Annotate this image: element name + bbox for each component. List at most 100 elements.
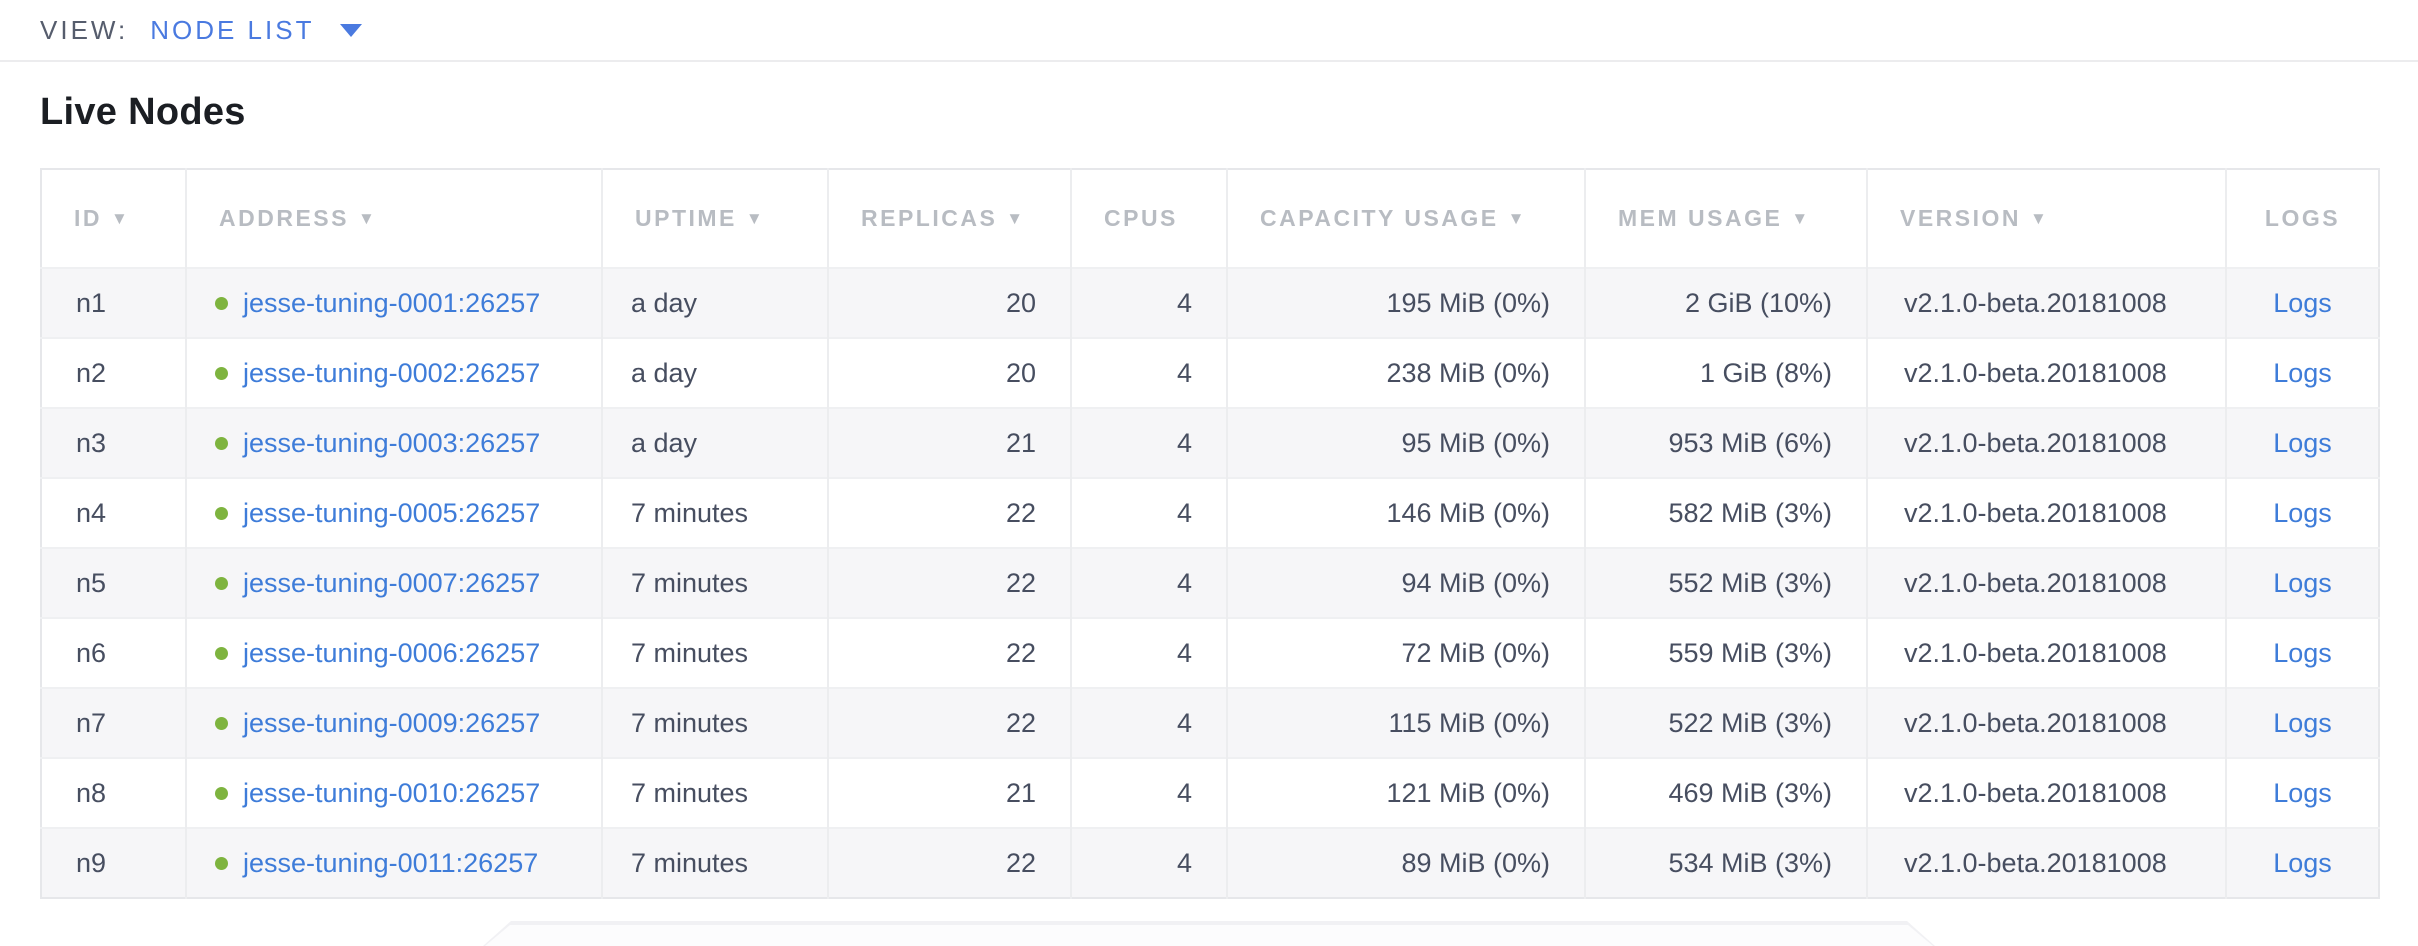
main-content: Live Nodes ID ▼ ADDRESS ▼ UPTIME ▼ REPLICAS ▼ CP… — [0, 90, 2418, 899]
cell-cpus: 4 — [1071, 827, 1228, 898]
cell-replicas: 22 — [828, 827, 1072, 898]
address-link[interactable]: jesse-tuning-0010:26257 — [243, 777, 541, 808]
cell-uptime: 7 minutes — [602, 547, 829, 618]
cell-logs: Logs — [2226, 267, 2379, 338]
column-header-address[interactable]: ADDRESS ▼ — [186, 169, 603, 268]
cell-id: n2 — [41, 337, 187, 408]
column-header-id[interactable]: ID ▼ — [41, 169, 187, 268]
chevron-down-icon — [340, 23, 363, 37]
sort-desc-icon: ▼ — [1507, 209, 1527, 228]
cell-uptime: a day — [602, 407, 829, 478]
column-header-replicas[interactable]: REPLICAS ▼ — [828, 169, 1072, 268]
cell-id: n1 — [41, 267, 187, 338]
column-header-label: VERSION — [1900, 205, 2022, 231]
table-body: n1 jesse-tuning-0001:26257 a day 20 4 195 MiB… — [41, 267, 2379, 898]
live-nodes-table-wrap: ID ▼ ADDRESS ▼ UPTIME ▼ REPLICAS ▼ CPUS CAPACITY … — [40, 168, 2380, 899]
healthy-status-icon — [215, 786, 228, 800]
column-header-uptime[interactable]: UPTIME ▼ — [602, 169, 829, 268]
table-row: n3 jesse-tuning-0003:26257 a day 21 4 95 MiB … — [41, 407, 2379, 478]
cell-uptime: 7 minutes — [602, 757, 829, 828]
cell-mem: 2 GiB (10%) — [1585, 267, 1868, 338]
cell-uptime: 7 minutes — [602, 687, 829, 758]
cell-logs: Logs — [2226, 547, 2379, 618]
logs-link[interactable]: Logs — [2273, 287, 2332, 318]
healthy-status-icon — [215, 716, 228, 730]
cell-capacity: 195 MiB (0%) — [1227, 267, 1586, 338]
healthy-status-icon — [215, 296, 228, 310]
cell-logs: Logs — [2226, 757, 2379, 828]
cell-address: jesse-tuning-0002:26257 — [186, 337, 603, 408]
cell-address: jesse-tuning-0011:26257 — [186, 827, 603, 898]
logs-link[interactable]: Logs — [2273, 847, 2332, 878]
address-link[interactable]: jesse-tuning-0006:26257 — [243, 637, 541, 668]
logs-link[interactable]: Logs — [2273, 497, 2332, 528]
cell-replicas: 22 — [828, 547, 1072, 618]
cell-logs: Logs — [2226, 617, 2379, 688]
healthy-status-icon — [215, 646, 228, 660]
table-row: n4 jesse-tuning-0005:26257 7 minutes 22 4 146… — [41, 477, 2379, 548]
address-link[interactable]: jesse-tuning-0007:26257 — [243, 567, 541, 598]
view-selector-dropdown[interactable]: NODE LIST — [150, 14, 363, 46]
cell-mem: 469 MiB (3%) — [1585, 757, 1868, 828]
sort-desc-icon: ▼ — [357, 209, 378, 228]
cell-capacity: 146 MiB (0%) — [1227, 477, 1586, 548]
table-row: n6 jesse-tuning-0006:26257 7 minutes 22 4 72 … — [41, 617, 2379, 688]
cell-logs: Logs — [2226, 827, 2379, 898]
view-bar: VIEW: NODE LIST — [0, 0, 2418, 62]
address-link[interactable]: jesse-tuning-0001:26257 — [243, 287, 541, 318]
cell-cpus: 4 — [1071, 687, 1228, 758]
cell-mem: 522 MiB (3%) — [1585, 687, 1868, 758]
cell-capacity: 238 MiB (0%) — [1227, 337, 1586, 408]
column-header-version[interactable]: VERSION ▼ — [1867, 169, 2227, 268]
column-header-label: UPTIME — [635, 205, 737, 231]
cell-id: n4 — [41, 477, 187, 548]
logs-link[interactable]: Logs — [2273, 567, 2332, 598]
cell-cpus: 4 — [1071, 547, 1228, 618]
cell-mem: 582 MiB (3%) — [1585, 477, 1868, 548]
column-header-label: ADDRESS — [219, 205, 349, 231]
cell-cpus: 4 — [1071, 407, 1228, 478]
cell-capacity: 115 MiB (0%) — [1227, 687, 1586, 758]
column-header-mem[interactable]: MEM USAGE ▼ — [1585, 169, 1868, 268]
sort-desc-icon: ▼ — [2030, 209, 2050, 228]
table-header-row: ID ▼ ADDRESS ▼ UPTIME ▼ REPLICAS ▼ CPUS CAPACITY … — [41, 169, 2379, 268]
logs-link[interactable]: Logs — [2273, 427, 2332, 458]
cell-version: v2.1.0-beta.20181008 — [1867, 337, 2227, 408]
address-link[interactable]: jesse-tuning-0011:26257 — [243, 847, 539, 878]
address-link[interactable]: jesse-tuning-0009:26257 — [243, 707, 541, 738]
cell-capacity: 89 MiB (0%) — [1227, 827, 1586, 898]
address-link[interactable]: jesse-tuning-0005:26257 — [243, 497, 541, 528]
logs-link[interactable]: Logs — [2273, 637, 2332, 668]
cell-cpus: 4 — [1071, 757, 1228, 828]
column-header-label: LOGS — [2264, 205, 2341, 231]
cell-cpus: 4 — [1071, 267, 1228, 338]
cell-version: v2.1.0-beta.20181008 — [1867, 757, 2227, 828]
cell-mem: 953 MiB (6%) — [1585, 407, 1868, 478]
sort-desc-icon: ▼ — [745, 209, 766, 228]
cell-version: v2.1.0-beta.20181008 — [1867, 687, 2227, 758]
cell-id: n9 — [41, 827, 187, 898]
table-row: n7 jesse-tuning-0009:26257 7 minutes 22 4 115… — [41, 687, 2379, 758]
cell-address: jesse-tuning-0009:26257 — [186, 687, 603, 758]
column-header-label: CAPACITY USAGE — [1260, 205, 1499, 231]
column-header-capacity[interactable]: CAPACITY USAGE ▼ — [1227, 169, 1586, 268]
view-selector-value: NODE LIST — [150, 14, 315, 45]
logs-link[interactable]: Logs — [2273, 357, 2332, 388]
healthy-status-icon — [215, 506, 228, 520]
sort-desc-icon: ▼ — [1791, 209, 1811, 228]
address-link[interactable]: jesse-tuning-0002:26257 — [243, 357, 541, 388]
page-title: Live Nodes — [40, 91, 246, 133]
column-header-label: ID — [74, 205, 102, 231]
logs-link[interactable]: Logs — [2273, 777, 2332, 808]
cell-version: v2.1.0-beta.20181008 — [1867, 617, 2227, 688]
logs-link[interactable]: Logs — [2273, 707, 2332, 738]
address-link[interactable]: jesse-tuning-0003:26257 — [243, 427, 541, 458]
cell-version: v2.1.0-beta.20181008 — [1867, 827, 2227, 898]
table-row: n2 jesse-tuning-0002:26257 a day 20 4 238 MiB… — [41, 337, 2379, 408]
cell-mem: 534 MiB (3%) — [1585, 827, 1868, 898]
cell-version: v2.1.0-beta.20181008 — [1867, 267, 2227, 338]
cell-address: jesse-tuning-0007:26257 — [186, 547, 603, 618]
cell-capacity: 94 MiB (0%) — [1227, 547, 1586, 618]
cell-replicas: 22 — [828, 687, 1072, 758]
healthy-status-icon — [215, 576, 228, 590]
